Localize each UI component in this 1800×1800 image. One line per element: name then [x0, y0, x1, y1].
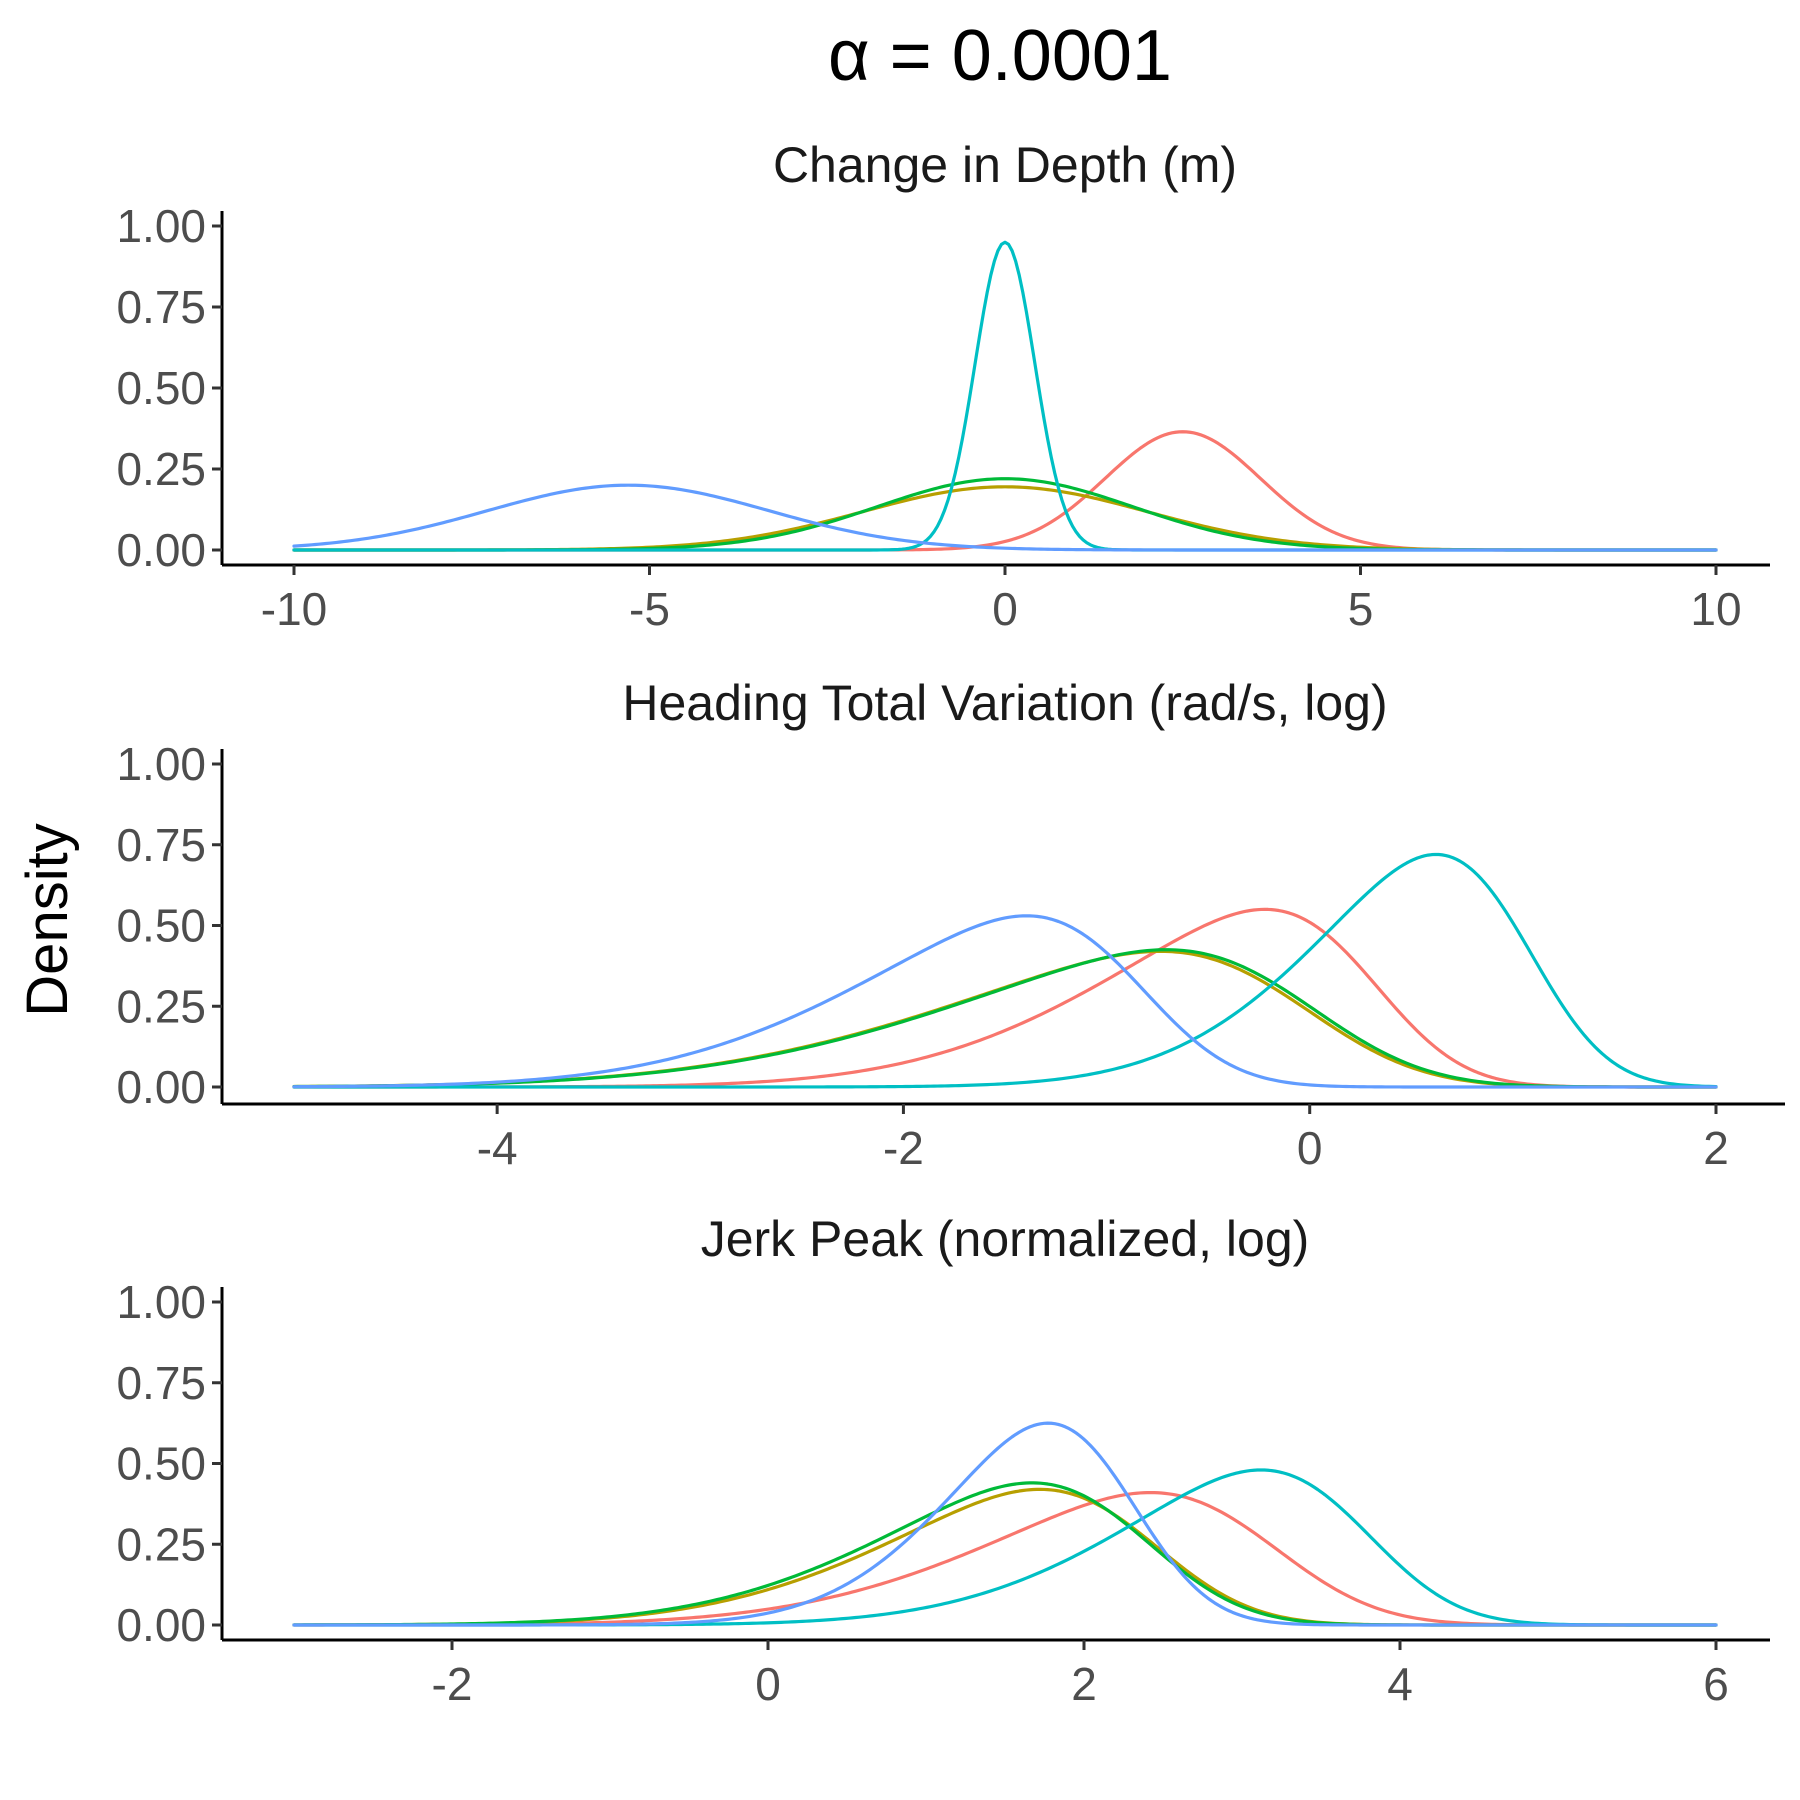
x-tick-label: 4 — [1387, 1658, 1413, 1710]
y-tick-label: 0.75 — [116, 819, 206, 871]
density-curve-2 — [292, 1487, 1718, 1627]
y-tick-label: 0.25 — [116, 980, 206, 1032]
panel-title: Jerk Peak (normalized, log) — [701, 1211, 1310, 1267]
density-curve-5 — [292, 1421, 1718, 1627]
y-tick-label: 0.25 — [116, 443, 206, 495]
y-tick-label: 0.75 — [116, 281, 206, 333]
density-curve-5 — [292, 914, 1718, 1089]
density-curve-3 — [292, 477, 1718, 552]
density-curve-3 — [292, 1481, 1718, 1627]
density-curve-1 — [292, 907, 1718, 1089]
y-tick-label: 0.00 — [116, 1061, 206, 1113]
panel-title: Heading Total Variation (rad/s, log) — [622, 675, 1387, 731]
panel-1: Change in Depth (m) 0.00 0.25 0.50 0.75 1.00 -… — [116, 137, 1770, 635]
x-tick-label: 10 — [1690, 583, 1741, 635]
y-tick-label: 0.00 — [116, 524, 206, 576]
y-tick-label: 0.50 — [116, 362, 206, 414]
panel-title: Change in Depth (m) — [773, 137, 1237, 193]
x-tick-label: 6 — [1703, 1658, 1729, 1710]
y-tick-label: 0.75 — [116, 1357, 206, 1409]
y-tick-label: 0.50 — [116, 900, 206, 952]
x-tick-label: -10 — [261, 583, 327, 635]
x-tick-label: -5 — [629, 583, 670, 635]
x-tick-label: 0 — [992, 583, 1018, 635]
y-tick-label: 0.50 — [116, 1438, 206, 1490]
x-tick-label: -4 — [477, 1122, 518, 1174]
density-curve-4 — [292, 852, 1718, 1089]
x-tick-label: 0 — [1297, 1122, 1323, 1174]
density-curve-5 — [292, 483, 1718, 552]
x-tick-label: -2 — [432, 1658, 473, 1710]
y-tick-label: 1.00 — [116, 1276, 206, 1328]
density-curve-2 — [292, 949, 1718, 1089]
density-curve-1 — [292, 430, 1718, 552]
x-tick-label: 2 — [1071, 1658, 1097, 1710]
y-tick-label: 1.00 — [116, 200, 206, 252]
density-curve-1 — [292, 1490, 1718, 1627]
y-tick-label: 0.25 — [116, 1518, 206, 1570]
figure-title: α = 0.0001 — [828, 16, 1172, 96]
x-tick-label: 5 — [1348, 583, 1374, 635]
x-tick-label: 0 — [755, 1658, 781, 1710]
panels: Change in Depth (m) 0.00 0.25 0.50 0.75 1.00 -… — [116, 137, 1785, 1710]
panel-3: Jerk Peak (normalized, log) 0.00 0.25 0.50 0… — [116, 1211, 1770, 1710]
y-tick-label: 1.00 — [116, 738, 206, 790]
y-tick-label: 0.00 — [116, 1599, 206, 1651]
y-axis-title: Density — [15, 823, 80, 1016]
x-tick-label: -2 — [883, 1122, 924, 1174]
panel-2: Heading Total Variation (rad/s, log) 0.00… — [116, 675, 1785, 1174]
x-tick-label: 2 — [1703, 1122, 1729, 1174]
density-curve-3 — [292, 948, 1718, 1089]
